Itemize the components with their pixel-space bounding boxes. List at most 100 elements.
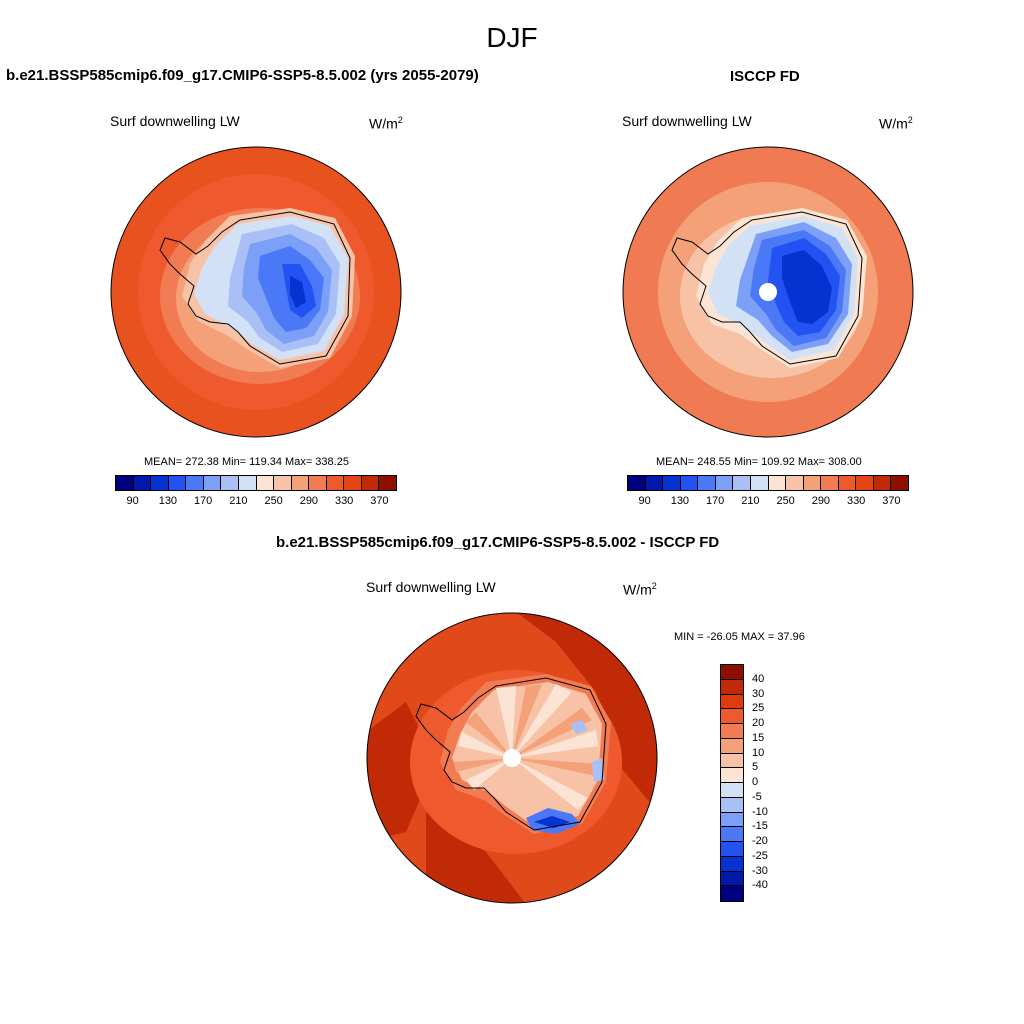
panel-2-title: ISCCP FD: [730, 68, 800, 85]
colorbar-tick-label: 0: [752, 776, 759, 788]
panel-3-polar-map: [366, 612, 658, 904]
colorbar-swatch: [721, 753, 743, 769]
panel-2-variable-label: Surf downwelling LW: [622, 113, 752, 129]
colorbar-swatch: [344, 476, 362, 490]
colorbar-swatch: [379, 476, 396, 490]
colorbar-tick-label: 170: [193, 495, 213, 507]
colorbar-tick-label: 30: [752, 687, 765, 700]
colorbar-swatch: [721, 694, 743, 710]
colorbar-swatch: [721, 812, 743, 828]
colorbar-tick-label: -15: [752, 820, 768, 833]
colorbar-swatch: [891, 476, 908, 490]
colorbar-tick-label: 250: [264, 495, 283, 507]
colorbar-tick-label: -40: [752, 879, 768, 892]
colorbar-tick-label: 290: [299, 495, 319, 507]
colorbar-tick-label: 20: [752, 717, 765, 729]
panel-3-variable-label: Surf downwelling LW: [366, 579, 496, 595]
colorbar-swatch: [645, 476, 664, 490]
panel-2-unit-label: W/m2: [879, 115, 913, 132]
panel-1-unit-label: W/m2: [369, 115, 403, 132]
colorbar-tick-label: 90: [638, 495, 651, 507]
colorbar-tick-label: -25: [752, 849, 768, 862]
colorbar-swatch: [750, 476, 769, 490]
colorbar-tick-label: -5: [752, 790, 762, 803]
colorbar-swatch: [721, 856, 743, 872]
colorbar-tick-label: 130: [158, 495, 178, 507]
colorbar-swatch: [256, 476, 275, 490]
colorbar-tick-label: 130: [670, 495, 690, 507]
colorbar-swatch: [721, 768, 743, 783]
colorbar-swatch: [274, 476, 292, 490]
colorbar-tick-label: 210: [229, 495, 248, 507]
panel-3-colorbar-ticks: 40 30 25 20 15 10 5 0 -5 -10 -15 -20 -25 -30 -40: [752, 664, 792, 900]
panel-3-stats: MIN = -26.05 MAX = 37.96: [674, 631, 805, 643]
panel-3-missing-pole: [503, 749, 521, 767]
colorbar-tick-label: 5: [752, 761, 759, 774]
colorbar-tick-label: 210: [741, 495, 760, 507]
colorbar-tick-label: 25: [752, 702, 765, 715]
colorbar-swatch: [856, 476, 874, 490]
colorbar-swatch: [715, 476, 734, 490]
colorbar-swatch: [151, 476, 169, 490]
panel-2-colorbar: 90 130 170 210 250 290 330 370: [627, 475, 909, 509]
colorbar-swatch: [663, 476, 681, 490]
colorbar-swatch: [721, 827, 743, 842]
panel-2-polar-map: [622, 146, 914, 438]
colorbar-swatch: [733, 476, 751, 490]
colorbar-swatch: [721, 842, 743, 857]
colorbar-swatch: [768, 476, 787, 490]
colorbar-tick-label: 330: [846, 495, 866, 507]
colorbar-swatch: [721, 724, 743, 739]
colorbar-swatch: [721, 709, 743, 724]
colorbar-swatch: [186, 476, 204, 490]
colorbar-tick-label: 40: [752, 672, 765, 685]
colorbar-swatch: [721, 886, 743, 901]
colorbar-swatch: [721, 783, 743, 798]
colorbar-swatch: [221, 476, 239, 490]
colorbar-swatch: [803, 476, 822, 490]
colorbar-swatch: [680, 476, 699, 490]
colorbar-tick-label: 15: [752, 731, 765, 744]
colorbar-swatch: [203, 476, 222, 490]
colorbar-swatch: [721, 797, 743, 813]
colorbar-tick-label: 370: [882, 495, 901, 507]
colorbar-tick-label: 90: [126, 495, 139, 507]
colorbar-swatch: [133, 476, 152, 490]
panel-2-missing-pole: [759, 283, 777, 301]
panel-1-polar-map: [110, 146, 402, 438]
colorbar-swatch: [873, 476, 892, 490]
colorbar-swatch: [238, 476, 257, 490]
colorbar-tick-label: 170: [705, 495, 725, 507]
colorbar-tick-label: -30: [752, 864, 768, 877]
colorbar-swatch: [116, 476, 134, 490]
panel-3-colorbar: [720, 664, 744, 902]
figure-title: DJF: [486, 22, 538, 53]
colorbar-tick-label: 10: [752, 746, 765, 759]
colorbar-tick-label: 330: [334, 495, 354, 507]
panel-1-colorbar: 90 130 170 210 250 290 330 370: [115, 475, 397, 509]
colorbar-swatch: [628, 476, 646, 490]
colorbar-swatch: [721, 679, 743, 695]
colorbar-tick-label: -20: [752, 835, 768, 847]
panel-1-variable-label: Surf downwelling LW: [110, 113, 240, 129]
panel-3-title: b.e21.BSSP585cmip6.f09_g17.CMIP6-SSP5-8.…: [276, 534, 720, 551]
colorbar-swatch: [168, 476, 187, 490]
colorbar-swatch: [698, 476, 716, 490]
colorbar-swatch: [326, 476, 345, 490]
colorbar-tick-label: 370: [370, 495, 389, 507]
panel-3-unit-label: W/m2: [623, 581, 657, 598]
panel-2-stats: MEAN= 248.55 Min= 109.92 Max= 308.00: [656, 456, 862, 468]
colorbar-tick-label: -10: [752, 805, 768, 818]
panel-1-stats: MEAN= 272.38 Min= 119.34 Max= 338.25: [144, 456, 349, 468]
colorbar-swatch: [821, 476, 839, 490]
panel-1-title: b.e21.BSSP585cmip6.f09_g17.CMIP6-SSP5-8.…: [6, 67, 479, 84]
colorbar-tick-label: 290: [811, 495, 831, 507]
colorbar-swatch: [291, 476, 310, 490]
colorbar-swatch: [721, 665, 743, 680]
colorbar-swatch: [309, 476, 327, 490]
colorbar-swatch: [786, 476, 804, 490]
colorbar-swatch: [721, 738, 743, 754]
colorbar-tick-label: 250: [776, 495, 795, 507]
colorbar-swatch: [721, 871, 743, 887]
colorbar-swatch: [838, 476, 857, 490]
